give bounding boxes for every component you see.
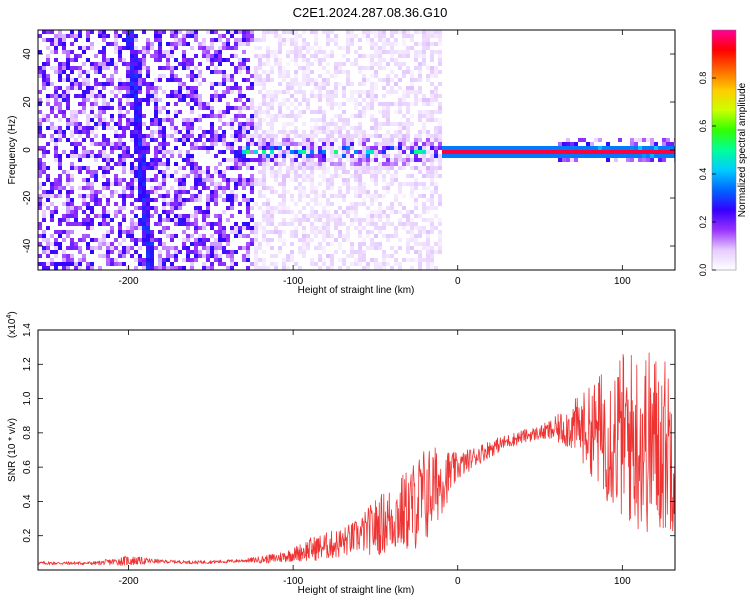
snr-y-tick-label: 1.2	[22, 357, 33, 371]
snr-x-tick-label: 0	[455, 576, 461, 587]
spectrogram-y-tick-label: -40	[22, 238, 33, 253]
figure-title: C2E1.2024.287.08.36.G10	[293, 5, 448, 20]
spectrogram-x-tick-label: 0	[455, 276, 461, 287]
snr-y-axis-label: SNR (10 * v/v)	[7, 418, 18, 482]
snr-y-tick-label: 0.8	[22, 425, 33, 439]
colorbar-tick-label: 0.2	[698, 216, 708, 229]
snr-panel: -200 -100 0 100 0.2 0.4 0.6 0.8 1.0 1.2 1.4 Heigh…	[6, 311, 676, 596]
colorbar-gradient	[712, 30, 736, 270]
colorbar-tick-label: 0.0	[698, 264, 708, 277]
colorbar-label: Normalized spectral amplitude	[737, 82, 748, 217]
snr-x-axis-label: Height of straight line (km)	[298, 585, 415, 596]
snr-y-tick-label: 1.0	[22, 391, 33, 405]
snr-y-tick-label: 0.2	[22, 528, 33, 542]
colorbar-frame	[711, 29, 737, 271]
spectrogram-heatmap	[38, 30, 675, 270]
spectrogram-y-ticks: -40 -20 0 20 40	[22, 48, 675, 253]
colorbar-tick-label: 0.6	[698, 120, 708, 133]
spectrogram-y-tick-label: 0	[22, 147, 33, 153]
spectrogram-x-axis-label: Height of straight line (km)	[298, 285, 415, 296]
snr-x-tick-label: 100	[614, 576, 631, 587]
snr-y-tick-label: 0.6	[22, 460, 33, 474]
spectrogram-y-tick-label: 20	[22, 96, 33, 108]
colorbar-tick-label: 0.8	[698, 72, 708, 85]
snr-y-ticks: 0.2 0.4 0.6 0.8 1.0 1.2 1.4	[22, 323, 675, 543]
snr-x-tick-label: -100	[283, 576, 303, 587]
snr-y-tick-label: 1.4	[22, 323, 33, 337]
spectrogram-x-tick-label: -100	[283, 276, 303, 287]
snr-x-ticks: -200 -100 0 100	[119, 330, 631, 587]
spectrogram-y-tick-label: 40	[22, 48, 33, 60]
colorbar: 0.0 0.2 0.4 0.6 0.8 Normalized spectral ampl…	[698, 29, 748, 277]
spectrogram-y-axis-label: Frequency (Hz)	[7, 116, 18, 185]
snr-series-line	[38, 352, 675, 566]
snr-y-tick-label: 0.4	[22, 494, 33, 508]
snr-x-tick-label: -200	[119, 576, 139, 587]
spectrogram-x-ticks: -200 -100 0 100	[119, 30, 631, 287]
colorbar-ticks: 0.0 0.2 0.4 0.6 0.8	[698, 72, 716, 277]
spectrogram-x-tick-label: -200	[119, 276, 139, 287]
colorbar-tick-label: 0.4	[698, 168, 708, 181]
spectrogram-y-tick-label: -20	[22, 190, 33, 205]
snr-frame	[37, 329, 676, 571]
spectrogram-x-tick-label: 100	[614, 276, 631, 287]
snr-y-multiplier: (x104)	[6, 311, 18, 338]
